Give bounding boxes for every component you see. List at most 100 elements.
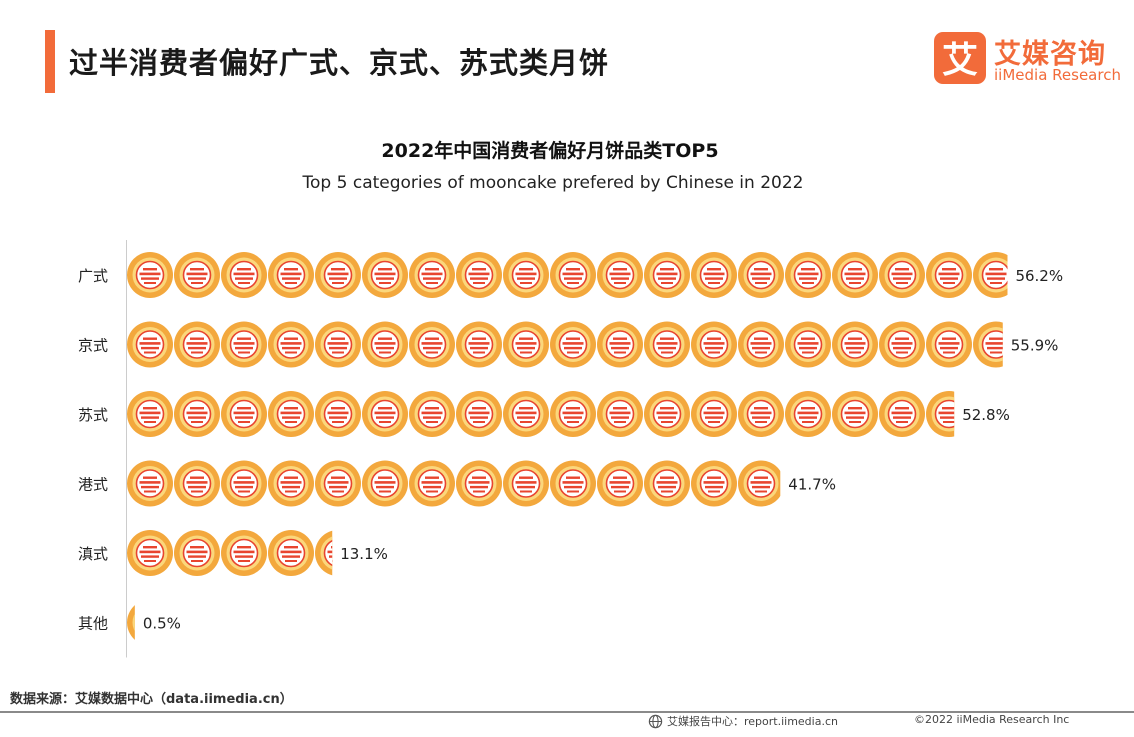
mooncake-icon [596, 459, 644, 508]
mooncake-icon [690, 390, 738, 438]
value-label: 41.7% [788, 476, 836, 494]
mooncake-icon [361, 251, 409, 299]
mooncake-icon [267, 251, 315, 299]
mooncake-icon [127, 390, 174, 438]
footer-copyright: ©2022 iiMedia Research Inc [914, 713, 1070, 726]
bar-4 [127, 529, 333, 577]
bar-3 [127, 459, 781, 508]
footer-divider [0, 711, 1134, 713]
mooncake-icon [549, 251, 597, 299]
mooncake-icon [925, 251, 973, 299]
category-label: 京式 [78, 337, 108, 355]
mooncake-icon [643, 320, 691, 369]
mooncake-icon [173, 459, 221, 508]
category-label: 港式 [78, 476, 108, 494]
mooncake-icon [455, 459, 503, 508]
mooncake-icon [361, 320, 409, 369]
mooncake-icon [314, 251, 362, 299]
mooncake-icon [643, 390, 691, 438]
mooncake-icon [361, 390, 409, 438]
mooncake-icon [878, 251, 926, 299]
mooncake-icon [878, 390, 926, 438]
mooncake-icon [596, 320, 644, 369]
mooncake-icon [737, 390, 785, 438]
chart-title: 2022年中国消费者偏好月饼品类TOP5 [381, 140, 719, 162]
mooncake-icon [173, 390, 221, 438]
mooncake-icon [220, 390, 268, 438]
mooncake-icon [831, 251, 879, 299]
mooncake-icon [220, 320, 268, 369]
footer-report-link[interactable]: 艾媒报告中心：report.iimedia.cn [648, 713, 838, 729]
mooncake-icon [314, 390, 362, 438]
data-source: 数据来源：艾媒数据中心（data.iimedia.cn） [10, 692, 293, 707]
mooncake-icon [173, 251, 221, 299]
mooncake-icon [408, 390, 456, 438]
mooncake-icon [690, 251, 738, 299]
brand-logo[interactable]: 艾 艾媒咨询 iiMedia Research [934, 32, 1124, 88]
logo-text-en: iiMedia Research [994, 66, 1121, 84]
mooncake-icon [220, 251, 268, 299]
mooncake-icon [831, 320, 879, 369]
mooncake-icon [267, 320, 315, 369]
mooncake-icon [173, 529, 221, 577]
globe-icon [648, 714, 663, 728]
mooncake-icon [643, 251, 691, 299]
mooncake-icon [173, 320, 221, 369]
mooncake-icon [596, 390, 644, 438]
mooncake-pictograph-chart: 广式 56.2% 京式 55.9% 苏式 52.8% 港式 41.7% 滇式 13.1% 其他 0.5… [78, 240, 1063, 658]
mooncake-icon [549, 390, 597, 438]
mooncake-icon [643, 459, 691, 508]
mooncake-icon [690, 320, 738, 369]
mooncake-icon [314, 320, 362, 369]
value-label: 55.9% [1011, 337, 1059, 355]
page-title: 过半消费者偏好广式、京式、苏式类月饼 [69, 46, 610, 80]
category-label: 滇式 [78, 545, 108, 563]
mooncake-icon [127, 320, 174, 369]
mooncake-icon [127, 529, 174, 577]
mooncake-icon [455, 390, 503, 438]
category-label: 其他 [78, 615, 108, 633]
mooncake-icon [361, 459, 409, 508]
value-label: 52.8% [962, 406, 1010, 424]
category-label: 广式 [78, 267, 108, 285]
mooncake-icon [267, 529, 315, 577]
mooncake-icon [972, 251, 1008, 299]
mooncake-icon [878, 320, 926, 369]
mooncake-icon [831, 390, 879, 438]
logo-mark-glyph: 艾 [942, 40, 978, 81]
footer-report-text: 艾媒报告中心：report.iimedia.cn [667, 715, 838, 728]
mooncake-icon [502, 390, 550, 438]
mooncake-icon [784, 320, 832, 369]
mooncake-icon [220, 529, 268, 577]
mooncake-icon [455, 251, 503, 299]
mooncake-icon [408, 459, 456, 508]
mooncake-icon [784, 251, 832, 299]
mooncake-icon [502, 251, 550, 299]
chart-subtitle: Top 5 categories of mooncake prefered by… [302, 173, 804, 193]
mooncake-icon [925, 320, 973, 369]
mooncake-icon [690, 459, 738, 508]
mooncake-icon [502, 320, 550, 369]
title-accent-bar [45, 30, 55, 93]
logo-text-cn: 艾媒咨询 [994, 39, 1106, 70]
mooncake-icon [549, 320, 597, 369]
mooncake-icon [408, 251, 456, 299]
mooncake-icon [267, 459, 315, 508]
mooncake-icon [737, 320, 785, 369]
category-label: 苏式 [78, 406, 108, 424]
mooncake-icon [127, 251, 174, 299]
mooncake-icon [220, 459, 268, 508]
value-label: 13.1% [340, 545, 388, 563]
bar-2 [127, 390, 955, 438]
value-label: 0.5% [143, 615, 181, 633]
mooncake-icon [737, 459, 781, 508]
logo-mark-icon: 艾 [934, 32, 986, 84]
mooncake-icon [737, 251, 785, 299]
mooncake-icon [549, 459, 597, 508]
mooncake-icon [502, 459, 550, 508]
mooncake-icon [408, 320, 456, 369]
bar-0 [127, 251, 1008, 299]
mooncake-icon [596, 251, 644, 299]
mooncake-icon [127, 459, 174, 508]
mooncake-icon [314, 459, 362, 508]
